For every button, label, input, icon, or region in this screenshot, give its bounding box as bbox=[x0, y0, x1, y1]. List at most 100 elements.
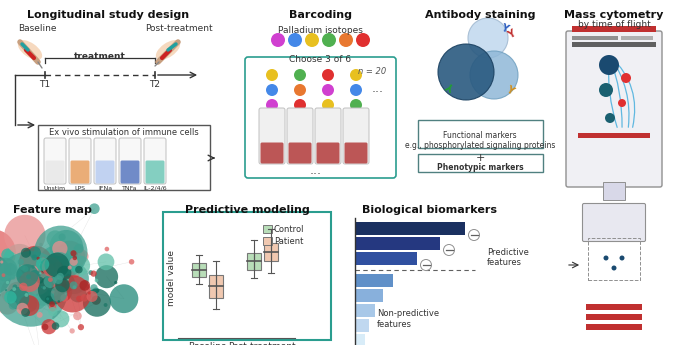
Circle shape bbox=[74, 244, 84, 253]
Circle shape bbox=[1, 248, 14, 261]
Circle shape bbox=[7, 282, 26, 300]
Circle shape bbox=[21, 308, 30, 317]
Circle shape bbox=[5, 289, 7, 291]
Circle shape bbox=[70, 250, 77, 256]
Circle shape bbox=[35, 260, 37, 263]
Text: Palladium isotopes: Palladium isotopes bbox=[278, 26, 362, 35]
Text: n = 20: n = 20 bbox=[357, 67, 386, 76]
Circle shape bbox=[271, 33, 285, 47]
Circle shape bbox=[60, 294, 68, 302]
Circle shape bbox=[51, 290, 55, 294]
Circle shape bbox=[50, 280, 72, 302]
Circle shape bbox=[83, 289, 111, 317]
Circle shape bbox=[57, 263, 89, 294]
Circle shape bbox=[95, 288, 100, 293]
Circle shape bbox=[26, 274, 31, 279]
Bar bbox=[355, 319, 369, 332]
Circle shape bbox=[75, 266, 83, 274]
Circle shape bbox=[266, 99, 278, 111]
Circle shape bbox=[322, 69, 334, 81]
Circle shape bbox=[1, 277, 30, 306]
Circle shape bbox=[16, 292, 21, 297]
Circle shape bbox=[350, 84, 362, 96]
Circle shape bbox=[294, 84, 306, 96]
Circle shape bbox=[28, 284, 38, 293]
Text: T2: T2 bbox=[150, 80, 160, 89]
Circle shape bbox=[621, 73, 631, 83]
Circle shape bbox=[20, 295, 37, 313]
Circle shape bbox=[39, 272, 41, 274]
Circle shape bbox=[6, 281, 9, 284]
Circle shape bbox=[88, 270, 93, 275]
Circle shape bbox=[37, 294, 39, 296]
FancyBboxPatch shape bbox=[315, 108, 341, 164]
Circle shape bbox=[339, 33, 353, 47]
Text: treatment: treatment bbox=[74, 52, 126, 61]
Circle shape bbox=[39, 246, 74, 280]
Text: Barcoding: Barcoding bbox=[288, 10, 351, 20]
Circle shape bbox=[70, 285, 87, 303]
Circle shape bbox=[266, 84, 278, 96]
Bar bbox=[192, 263, 206, 277]
Circle shape bbox=[37, 257, 40, 260]
Text: model value: model value bbox=[167, 250, 177, 306]
Bar bbox=[578, 133, 650, 138]
Circle shape bbox=[41, 319, 56, 334]
Text: Post-treatment: Post-treatment bbox=[228, 342, 296, 345]
Circle shape bbox=[12, 287, 16, 291]
Text: Longitudinal study design: Longitudinal study design bbox=[27, 10, 189, 20]
Circle shape bbox=[51, 286, 67, 302]
FancyBboxPatch shape bbox=[287, 108, 313, 164]
Circle shape bbox=[70, 328, 75, 334]
Circle shape bbox=[56, 256, 60, 260]
Circle shape bbox=[45, 296, 53, 304]
Circle shape bbox=[41, 269, 45, 274]
Circle shape bbox=[0, 292, 19, 315]
FancyBboxPatch shape bbox=[121, 160, 139, 184]
Circle shape bbox=[104, 303, 108, 307]
FancyBboxPatch shape bbox=[146, 160, 165, 184]
Circle shape bbox=[38, 287, 49, 298]
Circle shape bbox=[59, 259, 62, 262]
Circle shape bbox=[71, 250, 78, 257]
Circle shape bbox=[3, 244, 37, 277]
Circle shape bbox=[322, 84, 334, 96]
Circle shape bbox=[72, 285, 77, 289]
Circle shape bbox=[0, 260, 3, 264]
Circle shape bbox=[70, 256, 90, 276]
Circle shape bbox=[12, 295, 15, 298]
Circle shape bbox=[55, 259, 66, 269]
Circle shape bbox=[35, 268, 53, 287]
Circle shape bbox=[70, 268, 80, 278]
Circle shape bbox=[356, 33, 370, 47]
Circle shape bbox=[47, 268, 49, 271]
Circle shape bbox=[46, 297, 49, 300]
Circle shape bbox=[41, 256, 51, 266]
Circle shape bbox=[25, 288, 47, 310]
FancyBboxPatch shape bbox=[94, 138, 116, 184]
Circle shape bbox=[24, 273, 27, 276]
Circle shape bbox=[74, 247, 76, 249]
Circle shape bbox=[294, 99, 306, 111]
Circle shape bbox=[37, 277, 43, 284]
FancyBboxPatch shape bbox=[245, 57, 396, 178]
FancyBboxPatch shape bbox=[582, 204, 645, 241]
Bar bbox=[247, 253, 261, 270]
Circle shape bbox=[53, 280, 62, 289]
Circle shape bbox=[49, 301, 55, 307]
Circle shape bbox=[35, 226, 87, 279]
FancyBboxPatch shape bbox=[317, 142, 339, 164]
Circle shape bbox=[11, 275, 16, 279]
Bar bbox=[355, 289, 383, 302]
Text: T1: T1 bbox=[39, 80, 51, 89]
Circle shape bbox=[114, 281, 117, 284]
Circle shape bbox=[73, 312, 82, 320]
Circle shape bbox=[52, 290, 58, 296]
Circle shape bbox=[603, 256, 609, 260]
Circle shape bbox=[438, 44, 494, 100]
Circle shape bbox=[41, 273, 45, 278]
FancyBboxPatch shape bbox=[418, 154, 543, 172]
FancyBboxPatch shape bbox=[418, 120, 543, 148]
FancyBboxPatch shape bbox=[44, 138, 66, 184]
Circle shape bbox=[52, 241, 68, 256]
